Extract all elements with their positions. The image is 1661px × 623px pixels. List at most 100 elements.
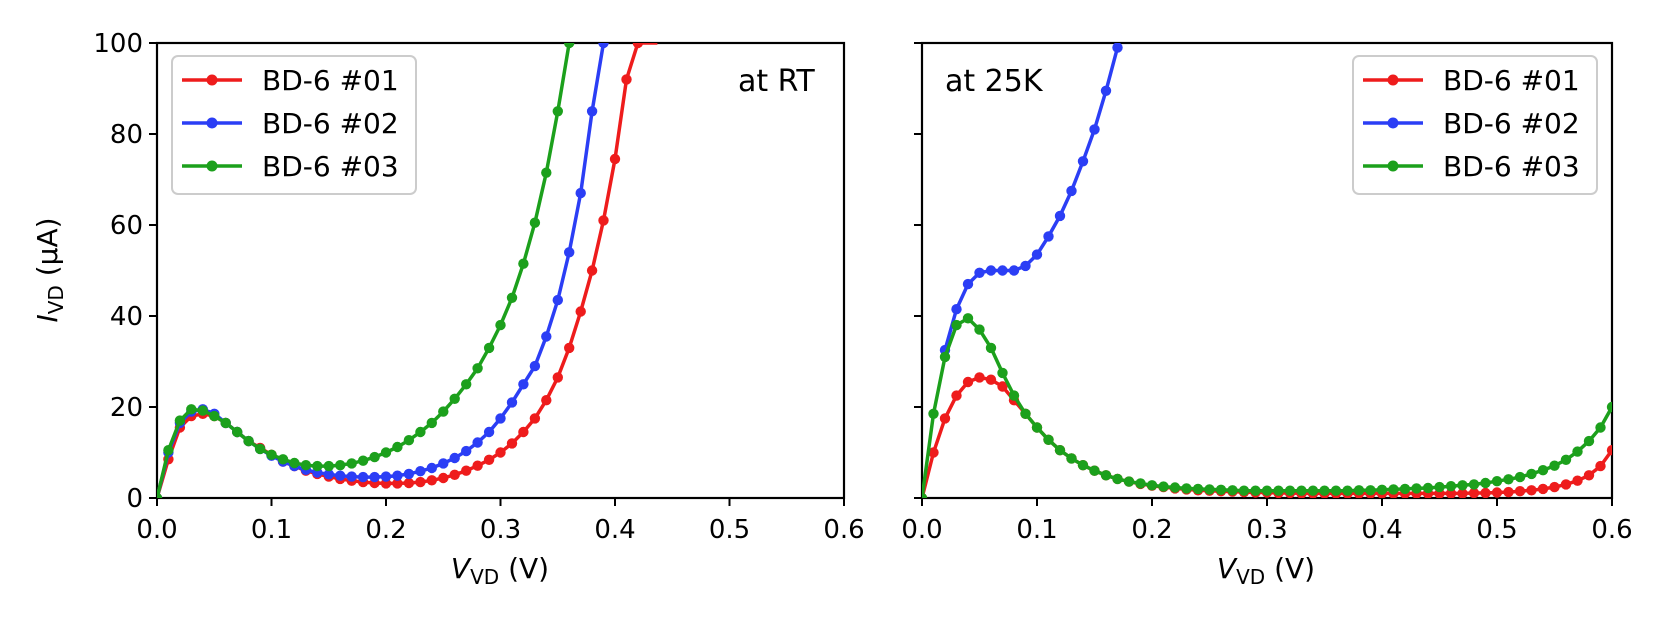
series-bd-6-03 xyxy=(157,43,575,498)
data-point xyxy=(426,462,437,474)
data-point xyxy=(495,413,506,424)
data-point xyxy=(461,445,472,457)
data-point xyxy=(403,435,415,446)
data-point xyxy=(1457,480,1468,491)
data-point xyxy=(1020,260,1031,272)
data-point xyxy=(438,472,449,484)
data-point xyxy=(609,153,621,165)
data-point xyxy=(997,381,1008,392)
data-point xyxy=(1514,471,1526,483)
legend-entry: BD-6 #03 xyxy=(182,150,399,183)
data-point xyxy=(1077,460,1089,471)
data-point xyxy=(1399,483,1411,495)
data-point xyxy=(974,324,985,335)
data-point xyxy=(438,406,449,417)
data-point xyxy=(415,476,426,488)
data-point xyxy=(186,404,197,415)
data-point xyxy=(564,342,575,354)
data-point xyxy=(380,471,392,482)
data-point xyxy=(1572,446,1583,457)
data-point xyxy=(1491,476,1503,487)
annotation-left: at RT xyxy=(738,64,815,99)
data-point xyxy=(586,265,598,276)
x-tick-label: 0.5 xyxy=(709,515,750,545)
data-point xyxy=(426,475,437,486)
y-tick-label: 0 xyxy=(126,484,143,514)
data-point xyxy=(243,435,254,447)
y-tick-label: 60 xyxy=(110,211,143,241)
data-point xyxy=(392,478,403,489)
x-ticks-right: 0.0 0.1 0.2 0.3 0.4 0.5 0.6 xyxy=(901,498,1633,545)
data-point xyxy=(1549,481,1560,493)
data-point xyxy=(985,265,997,276)
data-point xyxy=(1227,485,1238,496)
data-point xyxy=(1468,479,1480,490)
legend-entry: BD-6 #01 xyxy=(182,64,399,97)
data-point xyxy=(974,372,985,383)
data-point xyxy=(323,469,334,480)
data-point xyxy=(392,441,403,453)
data-point xyxy=(1388,484,1399,495)
data-point xyxy=(449,452,460,464)
data-point xyxy=(939,413,951,424)
data-point xyxy=(380,447,392,458)
data-point xyxy=(483,342,495,354)
y-tick-label: 20 xyxy=(110,393,143,423)
data-point xyxy=(928,408,939,419)
x-tick-label: 0.0 xyxy=(136,515,177,545)
data-point xyxy=(483,426,495,438)
data-point xyxy=(1595,460,1606,472)
plot-area-right xyxy=(922,43,1612,498)
plot-area-left xyxy=(157,43,658,498)
data-point xyxy=(1273,485,1284,496)
data-point xyxy=(564,247,575,258)
data-point xyxy=(985,374,997,385)
data-point xyxy=(1008,265,1020,276)
data-point xyxy=(1089,465,1100,476)
data-point xyxy=(552,372,563,383)
data-point xyxy=(1307,485,1319,496)
legend-right: BD-6 #01 BD-6 #02 BD-6 #03 xyxy=(1352,55,1598,195)
data-point xyxy=(163,445,174,456)
data-point xyxy=(438,458,449,469)
x-tick-label: 0.2 xyxy=(365,515,406,545)
data-point xyxy=(1077,156,1089,167)
data-point xyxy=(1043,434,1054,445)
data-point xyxy=(266,449,277,460)
data-point xyxy=(951,304,962,315)
legend-label: BD-6 #02 xyxy=(262,107,399,140)
data-point xyxy=(323,460,334,472)
data-point xyxy=(472,437,483,448)
data-point xyxy=(951,319,962,331)
series-bd-6-03 xyxy=(922,313,1612,498)
data-point xyxy=(357,471,369,483)
data-point xyxy=(506,292,518,303)
data-point xyxy=(541,395,552,406)
annotation-right: at 25K xyxy=(945,64,1044,99)
data-point xyxy=(1054,210,1066,222)
data-point xyxy=(335,470,346,481)
x-tick-label: 0.6 xyxy=(1591,515,1632,545)
x-tick-label: 0.4 xyxy=(594,515,635,545)
data-point xyxy=(335,460,346,471)
data-point xyxy=(1031,422,1043,433)
legend-marker xyxy=(206,117,218,129)
data-point xyxy=(1526,468,1537,480)
data-point xyxy=(1169,482,1181,493)
data-point xyxy=(962,278,974,290)
y-tick-label: 100 xyxy=(93,29,143,59)
data-point xyxy=(415,466,426,477)
data-point xyxy=(1468,487,1480,498)
data-point xyxy=(1537,483,1549,495)
data-point xyxy=(392,470,403,481)
x-tick-label: 0.5 xyxy=(1476,515,1517,545)
x-axis-label-right: VVD (V) xyxy=(1217,552,1315,589)
data-point xyxy=(1123,476,1135,487)
data-point xyxy=(346,458,357,469)
x-tick-label: 0.1 xyxy=(251,515,292,545)
x-tick-label: 0.1 xyxy=(1016,515,1057,545)
data-point xyxy=(962,313,974,324)
data-point xyxy=(220,417,231,429)
data-point xyxy=(1480,487,1491,498)
legend-marker xyxy=(206,160,218,172)
